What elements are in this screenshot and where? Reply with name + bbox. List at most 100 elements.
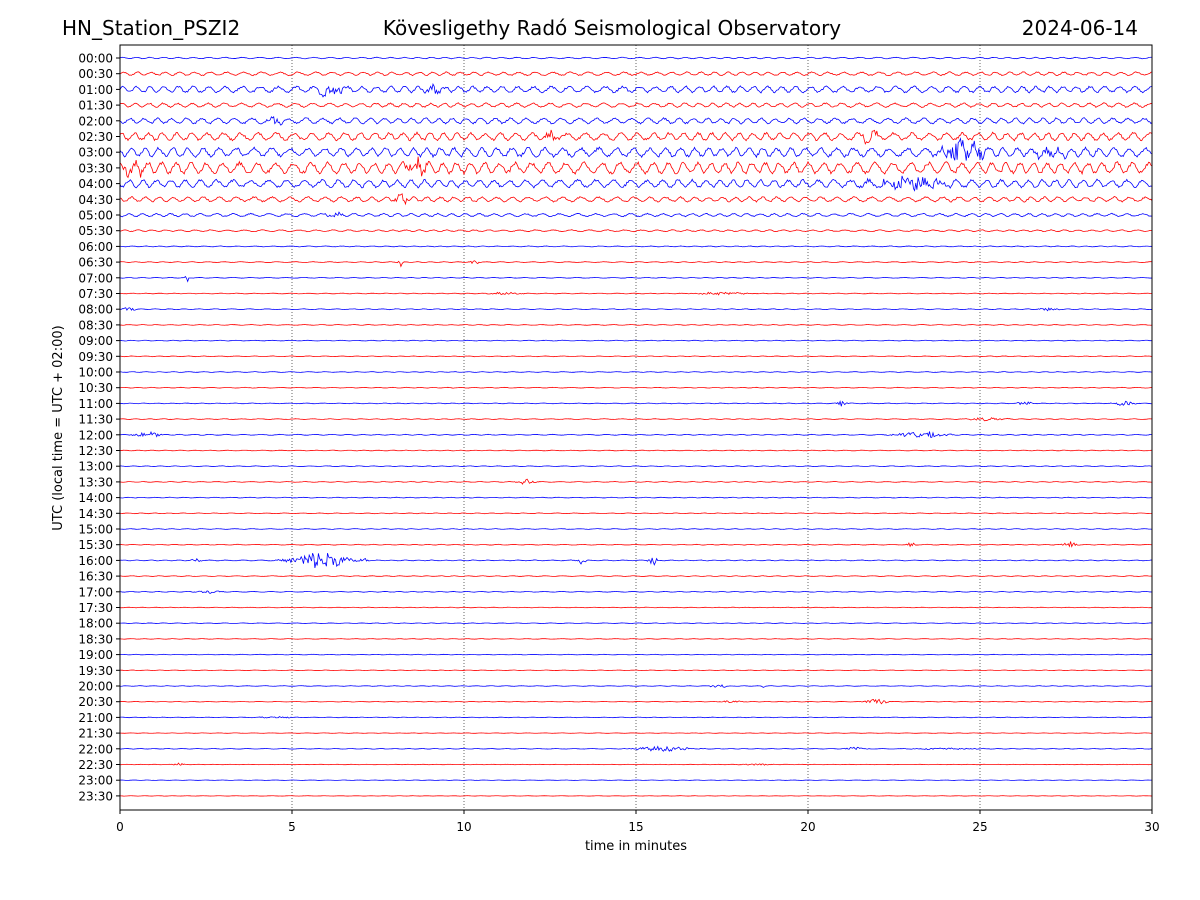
trace-1630 [119, 575, 1153, 577]
y-tick-label: 05:30 [78, 224, 113, 238]
trace-2030 [119, 698, 1153, 705]
y-tick-label: 18:30 [78, 632, 113, 646]
y-tick-label: 02:30 [78, 130, 113, 144]
trace-0130 [119, 102, 1153, 109]
y-tick-label: 16:30 [78, 570, 113, 584]
trace-1430 [119, 512, 1153, 515]
trace-0030 [119, 71, 1153, 77]
y-tick-label: 20:00 [78, 680, 113, 694]
trace-0830 [119, 324, 1153, 326]
y-tick-label: 11:30 [78, 413, 113, 427]
y-tick-label: 22:00 [78, 742, 113, 756]
y-tick-label: 10:00 [78, 366, 113, 380]
x-tick-label: 25 [972, 820, 987, 834]
y-tick-label: 07:00 [78, 271, 113, 285]
y-tick-label: 10:30 [78, 381, 113, 395]
y-tick-label: 12:30 [78, 444, 113, 458]
trace-0230 [119, 129, 1153, 145]
trace-0600 [119, 245, 1153, 248]
trace-0930 [119, 355, 1153, 358]
trace-1200 [119, 431, 1153, 438]
y-tick-label: 00:00 [78, 52, 113, 66]
y-tick-label: 05:00 [78, 209, 113, 223]
y-tick-label: 04:30 [78, 193, 113, 207]
trace-1400 [119, 496, 1153, 499]
y-tick-label: 03:00 [78, 146, 113, 160]
y-tick-label: 04:00 [78, 177, 113, 191]
y-tick-label: 02:00 [78, 114, 113, 128]
x-tick-label: 20 [800, 820, 815, 834]
trace-0000 [119, 56, 1152, 60]
trace-2100 [119, 716, 1153, 719]
trace-1100 [120, 400, 1153, 407]
trace-0730 [119, 291, 1153, 296]
trace-0400 [119, 175, 1153, 192]
y-tick-label: 19:30 [78, 664, 113, 678]
trace-0430 [119, 193, 1153, 206]
x-tick-label: 10 [456, 820, 471, 834]
trace-2200 [119, 745, 1153, 752]
y-tick-label: 15:00 [78, 523, 113, 537]
y-tick-label: 06:30 [78, 256, 113, 270]
y-tick-label: 01:00 [78, 83, 113, 97]
y-tick-label: 03:30 [78, 161, 113, 175]
trace-0530 [119, 229, 1153, 233]
seismic-traces [119, 56, 1153, 797]
trace-1700 [119, 590, 1153, 594]
x-tick-label: 15 [628, 820, 643, 834]
date-title: 2024-06-14 [1022, 16, 1138, 40]
y-tick-label: 07:30 [78, 287, 113, 301]
y-tick-label: 06:00 [78, 240, 113, 254]
y-axis-label: UTC (local time = UTC + 02:00) [51, 325, 66, 530]
y-tick-label: 22:30 [78, 758, 113, 772]
y-tick-label: 14:30 [78, 507, 113, 521]
observatory-title: Kövesligethy Radó Seismological Observat… [383, 16, 841, 40]
trace-0800 [119, 307, 1153, 312]
x-tick-label: 0 [116, 820, 124, 834]
y-tick-label: 14:00 [78, 491, 113, 505]
trace-0300 [119, 137, 1153, 161]
trace-1830 [119, 638, 1153, 640]
x-tick-label: 5 [288, 820, 296, 834]
trace-0100 [119, 82, 1153, 98]
y-tick-label: 17:00 [78, 585, 113, 599]
station-title: HN_Station_PSZI2 [62, 16, 240, 40]
y-tick-label: 00:30 [78, 67, 113, 81]
plot-frame [119, 44, 1153, 811]
y-tick-label: 13:30 [78, 475, 113, 489]
trace-1130 [119, 417, 1153, 422]
trace-1730 [119, 606, 1153, 609]
y-tick-label: 18:00 [78, 617, 113, 631]
trace-1600 [119, 552, 1153, 568]
trace-1530 [119, 541, 1153, 548]
y-tick-label: 12:00 [78, 428, 113, 442]
trace-2000 [119, 684, 1153, 688]
y-tick-label: 08:30 [78, 318, 113, 332]
y-tick-label: 11:00 [78, 397, 113, 411]
trace-1930 [119, 669, 1153, 672]
trace-1000 [119, 371, 1153, 373]
trace-1900 [119, 653, 1153, 656]
trace-1800 [120, 622, 1153, 624]
y-tick-label: 19:00 [78, 648, 113, 662]
y-tick-label: 17:30 [78, 601, 113, 615]
y-tick-label: 08:00 [78, 303, 113, 317]
trace-0900 [119, 339, 1153, 342]
y-tick-label: 20:30 [78, 695, 113, 709]
x-tick-labels: 0 5 10 15 20 25 30 [116, 810, 1160, 834]
y-tick-label: 01:30 [78, 99, 113, 113]
trace-0500 [119, 211, 1153, 218]
trace-2230 [119, 762, 1153, 766]
x-tick-label: 30 [1144, 820, 1159, 834]
y-tick-label: 09:00 [78, 334, 113, 348]
x-axis-label: time in minutes [585, 839, 687, 854]
trace-0700 [119, 275, 1153, 283]
trace-1230 [119, 449, 1153, 452]
trace-0630 [119, 260, 1153, 268]
y-tick-label: 13:00 [78, 460, 113, 474]
trace-0330 [119, 156, 1153, 179]
y-tick-label: 21:30 [78, 727, 113, 741]
